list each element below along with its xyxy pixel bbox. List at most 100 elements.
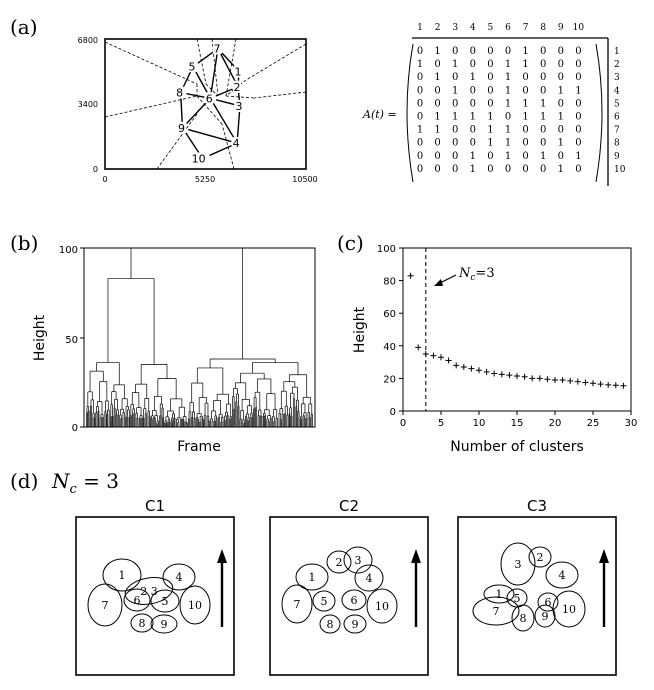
network-node-label: 6: [206, 92, 213, 105]
network-ytick-6800: 6800: [78, 36, 98, 45]
matrix-cell: 1: [522, 98, 528, 109]
matrix-col-header: 8: [540, 23, 546, 33]
network-xtick-10500: 10500: [292, 175, 317, 184]
matrix-row-header: 10: [614, 165, 626, 175]
network-plot-frame: [104, 38, 307, 170]
dendrogram-ytick-50: 50: [65, 335, 78, 346]
elbow-ytick-label: 40: [383, 342, 396, 353]
cluster-ellipse: [537, 592, 559, 612]
cluster-title: C1: [145, 497, 165, 515]
matrix-cell: 1: [470, 72, 476, 83]
network-node-label: 2: [234, 81, 241, 94]
matrix-cell: 0: [558, 98, 564, 109]
cluster-ellipse: [326, 550, 352, 574]
matrix-cell: 0: [417, 98, 423, 109]
network-edges: [180, 51, 241, 157]
network-boundary-line: [104, 41, 198, 85]
elbow-point: [597, 381, 604, 388]
elbow-point: [491, 370, 498, 377]
matrix-cell: 0: [505, 46, 511, 57]
elbow-point: [498, 371, 505, 378]
dendrogram-branches: [86, 247, 313, 427]
matrix-col-header: 9: [558, 23, 564, 33]
matrix-col-header: 4: [470, 23, 476, 33]
matrix-row-header: 2: [614, 60, 620, 70]
dendrogram-ytick-0: 0: [72, 423, 78, 434]
matrix-cell: 0: [575, 59, 581, 70]
matrix-cell: 0: [558, 125, 564, 136]
elbow-point: [430, 352, 437, 359]
cluster-ellipse: [528, 546, 552, 568]
network-node-bg: [212, 42, 221, 54]
matrix-cell: 1: [487, 112, 493, 123]
matrix-cell: 1: [540, 112, 546, 123]
cluster-ellipse-label: 6: [134, 594, 141, 607]
network-boundary-line: [225, 95, 255, 99]
matrix-cell: 0: [540, 72, 546, 83]
matrix-cell: 0: [575, 98, 581, 109]
matrix-row-headers: 1 2 3 4 5 6 7 8 9 10: [614, 47, 626, 175]
matrix-column-headers: 1 2 3 4 5 6 7 8 9 10: [417, 23, 584, 33]
cluster-ellipse: [500, 542, 536, 586]
matrix-cell: 0: [417, 138, 423, 149]
elbow-annotation: Nc=3: [458, 266, 495, 283]
cluster-ellipse: [123, 588, 151, 612]
panel-label-c: (c): [337, 231, 364, 255]
network-node-label: 4: [233, 137, 240, 150]
matrix-cell: 0: [470, 125, 476, 136]
network-boundary-line: [245, 43, 307, 81]
matrix-col-header: 3: [452, 23, 458, 33]
matrix-cell: 0: [575, 164, 581, 175]
matrix-cell: 0: [417, 85, 423, 96]
matrix-cell: 0: [434, 59, 440, 70]
matrix-cell: 1: [417, 59, 423, 70]
network-node-bg: [197, 152, 210, 164]
matrix-cell: 1: [558, 85, 564, 96]
matrix-cell: 0: [522, 138, 528, 149]
network-edge: [215, 88, 233, 97]
matrix-col-header: 2: [435, 23, 441, 33]
elbow-xtick-label: 15: [511, 418, 524, 429]
network-node-label: 7: [213, 43, 220, 56]
network-boundary-line: [156, 113, 198, 170]
matrix-cell: 1: [505, 98, 511, 109]
cluster-ellipse-label: 4: [366, 572, 373, 585]
elbow-point: [438, 354, 444, 361]
matrix-cell: 1: [558, 112, 564, 123]
matrix-cell: 0: [522, 72, 528, 83]
network-edge: [207, 144, 232, 157]
direction-arrow-icon: [411, 549, 421, 563]
matrix-cell: 0: [452, 125, 458, 136]
matrix-cells: 0 1 0 0 0 0 1 0 0 01 0 1 0 0 1 1 0 0 00 1 0 1 0 1 0 0 0 00 0 1 0 0 1 0 0 1 1…: [417, 46, 582, 175]
network-boundary-line: [196, 95, 223, 125]
matrix-cell: 0: [558, 72, 564, 83]
matrix-cell: 0: [540, 59, 546, 70]
cluster-ellipse-label: 1: [309, 571, 316, 584]
elbow-ytick-label: 20: [383, 374, 396, 385]
matrix-row-header: 3: [614, 73, 620, 83]
matrix-cell: 0: [470, 59, 476, 70]
network-node-label: 1: [235, 66, 242, 79]
matrix-label: A(t) =: [362, 108, 397, 121]
annotation-arrow-head: [434, 279, 443, 286]
cluster-ellipse-label: 10: [375, 600, 389, 613]
matrix-row-header: 1: [614, 47, 620, 57]
panel-label-d: (d): [10, 469, 38, 493]
elbow-xlabel: Number of clusters: [450, 439, 584, 455]
cluster-ellipse: [102, 558, 142, 592]
elbow-xtick-label: 5: [438, 418, 444, 429]
elbow-point: [536, 375, 543, 382]
network-node-bg: [175, 86, 184, 98]
elbow-point: [468, 365, 475, 372]
network-node-label: 10: [192, 152, 206, 165]
network-boundary-line: [221, 123, 235, 170]
matrix-cell: 1: [452, 112, 458, 123]
cluster-ellipse: [130, 613, 154, 633]
matrix-cell: 0: [417, 151, 423, 162]
matrix-cell: 0: [487, 46, 493, 57]
cluster-ellipse: [366, 588, 398, 624]
matrix-cell: 0: [434, 151, 440, 162]
direction-arrow-icon: [217, 549, 227, 563]
matrix-col-header: 6: [505, 23, 511, 33]
